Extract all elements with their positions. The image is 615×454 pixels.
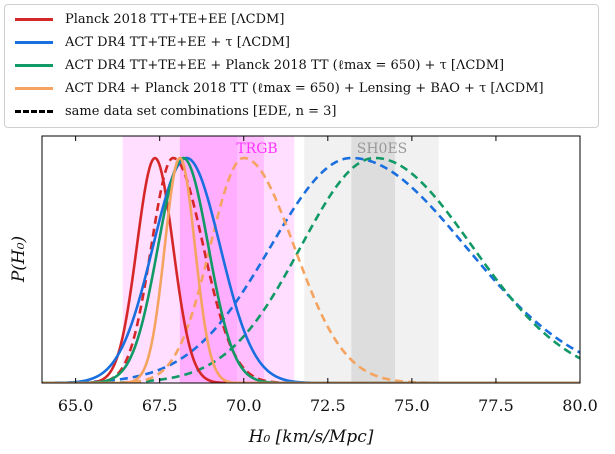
legend-swatch-ede [15, 109, 53, 113]
y-axis-label: P(H₀) [9, 236, 29, 283]
x-axis-ticks: 65.0 67.5 70.0 72.5 75.0 77.5 80.0 [58, 136, 598, 415]
x-tick-label: 65.0 [58, 396, 94, 415]
legend-swatch-act-planck [15, 63, 53, 67]
legend-label-act-planck-lensing-bao: ACT DR4 + Planck 2018 TT (ℓmax = 650) + … [65, 81, 544, 96]
x-tick-label: 75.0 [394, 396, 430, 415]
x-tick-label: 80.0 [562, 396, 598, 415]
lcdm-curve-act-planck-lensing-bao [42, 156, 580, 383]
legend-item-planck: Planck 2018 TT+TE+EE [ΛCDM] [15, 8, 284, 30]
x-tick-label: 72.5 [310, 396, 346, 415]
ede-curve-act [42, 156, 580, 383]
bands-layer [122, 136, 439, 383]
legend: Planck 2018 TT+TE+EE [ΛCDM] ACT DR4 TT+T… [4, 4, 599, 128]
legend-label-ede: same data set combinations [EDE, n = 3] [65, 103, 337, 119]
legend-label-act-planck: ACT DR4 TT+TE+EE + Planck 2018 TT (ℓmax … [65, 58, 505, 73]
x-tick-label: 77.5 [478, 396, 514, 415]
x-tick-label: 67.5 [142, 396, 178, 415]
sh0es-band-inner [351, 136, 396, 383]
legend-label-act: ACT DR4 TT+TE+EE + τ [ΛCDM] [65, 34, 290, 50]
legend-item-act: ACT DR4 TT+TE+EE + τ [ΛCDM] [15, 31, 290, 53]
trgb-band-label: TRGB [236, 141, 277, 157]
legend-swatch-act [15, 40, 53, 44]
legend-label-planck: Planck 2018 TT+TE+EE [ΛCDM] [65, 11, 285, 27]
legend-item-ede: same data set combinations [EDE, n = 3] [15, 100, 337, 122]
x-axis-label: H₀ [km/s/Mpc] [248, 427, 374, 447]
ede-curve-act-planck [42, 156, 580, 383]
lcdm-curve-planck [42, 156, 580, 383]
legend-swatch-planck [15, 17, 53, 21]
legend-swatch-act-planck-lensing-bao [15, 86, 53, 90]
plot-frame [41, 135, 581, 384]
legend-item-act-planck-lensing-bao: ACT DR4 + Planck 2018 TT (ℓmax = 650) + … [15, 77, 544, 99]
lcdm-curve-act-planck [42, 156, 580, 383]
x-tick-label: 70.0 [226, 396, 262, 415]
shoes-band-label: SH0ES [357, 141, 408, 157]
trgb-band-mid [237, 136, 264, 383]
legend-item-act-planck: ACT DR4 TT+TE+EE + Planck 2018 TT (ℓmax … [15, 54, 504, 76]
